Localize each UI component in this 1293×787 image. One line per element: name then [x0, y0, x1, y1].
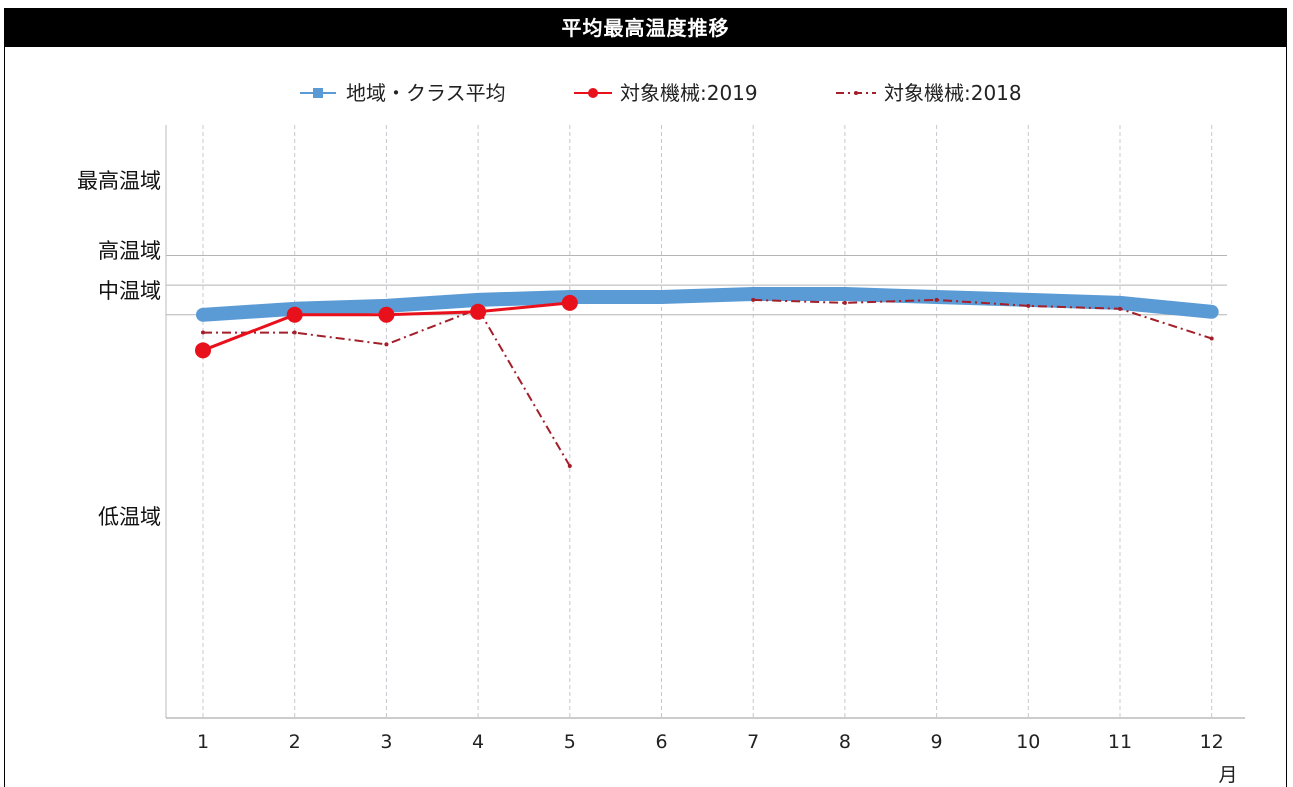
y-band-label: 低温域: [98, 505, 161, 529]
chart-title: 平均最高温度推移: [5, 9, 1286, 47]
legend-label: 対象機械:2019: [620, 81, 758, 105]
data-point-2019: [561, 294, 578, 311]
x-tick-label: 2: [289, 731, 301, 753]
y-band-label: 中温域: [98, 279, 161, 303]
x-tick-label: 10: [1016, 731, 1040, 753]
series-line-regional-average: [196, 287, 1219, 322]
y-band-label: 高温域: [98, 239, 161, 263]
data-point-2018: [384, 342, 389, 347]
legend-item-regional-average: 地域・クラス平均: [300, 81, 506, 105]
x-tick-label: 6: [655, 731, 667, 753]
data-point-2018: [567, 463, 572, 468]
legend-item-2019: 対象機械:2019: [574, 81, 758, 105]
legend: 地域・クラス平均 対象機械:2019 対象機械:2018: [300, 81, 1022, 105]
legend-label: 地域・クラス平均: [346, 81, 506, 105]
chart-frame: 平均最高温度推移: [4, 8, 1287, 787]
data-point-2019: [286, 306, 303, 323]
data-point-2019: [195, 342, 211, 359]
data-point-2018: [842, 300, 847, 305]
x-tick-label: 11: [1108, 731, 1132, 753]
legend-dot-icon: [854, 91, 858, 95]
x-axis-label: 月: [1218, 764, 1237, 786]
legend-item-2018: 対象機械:2018: [836, 81, 1022, 105]
data-point-2018: [1209, 336, 1214, 341]
x-tick-label: 8: [839, 731, 851, 753]
legend-square-icon: [313, 88, 323, 98]
series-line-2018: [753, 298, 1213, 340]
data-point-2018: [934, 297, 939, 302]
x-tick-label: 3: [380, 731, 392, 753]
x-tick-label: 12: [1200, 731, 1224, 753]
data-point-2019: [470, 303, 487, 320]
legend-label: 対象機械:2018: [884, 81, 1022, 105]
data-point-2018: [751, 297, 756, 302]
x-tick-label: 5: [564, 731, 576, 753]
legend-circle-icon: [588, 88, 598, 98]
x-tick-label: 4: [472, 731, 484, 753]
data-point-2018: [292, 330, 297, 335]
data-point-2018: [1118, 306, 1122, 311]
data-point-2018: [201, 330, 205, 335]
data-point-2019: [378, 306, 395, 323]
data-point-2018: [1026, 303, 1031, 308]
y-band-label: 最高温域: [77, 169, 161, 193]
x-tick-label: 9: [931, 731, 943, 753]
x-tick-label: 7: [747, 731, 759, 753]
x-tick-label: 1: [197, 731, 209, 753]
